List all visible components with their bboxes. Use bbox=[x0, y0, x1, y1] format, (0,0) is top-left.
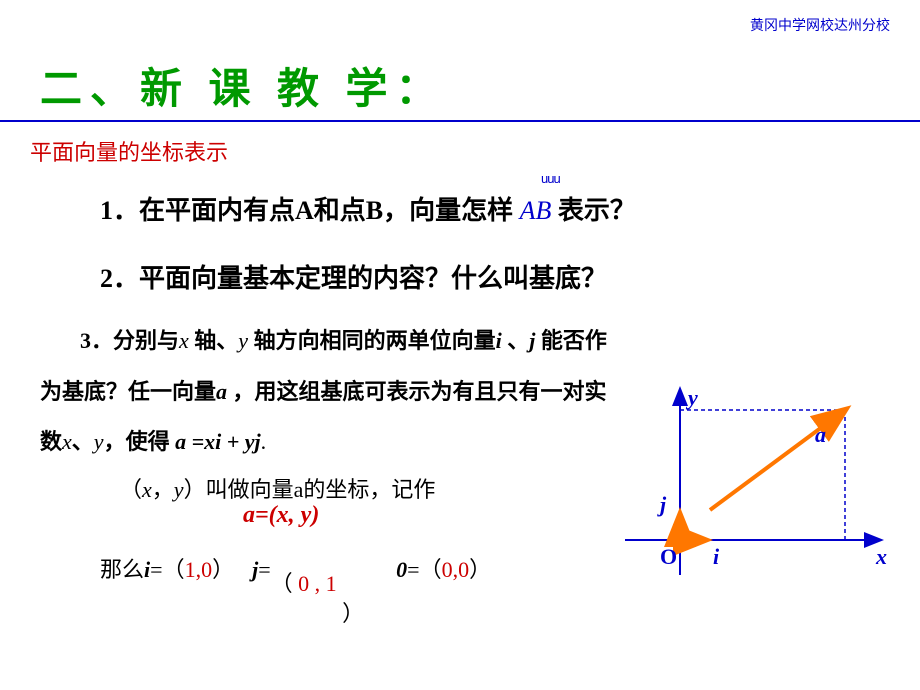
q3-p5: 能否作 bbox=[535, 328, 607, 353]
b-eq1: = bbox=[150, 557, 162, 583]
ct-y: y bbox=[174, 477, 184, 502]
section-title: 二、新 课 教 学： bbox=[40, 55, 446, 116]
svg-text:y: y bbox=[685, 385, 698, 410]
val-z-x: 0 bbox=[442, 557, 453, 583]
q3-x: x bbox=[179, 328, 189, 353]
coordinate-diagram: x y Oi j a bbox=[620, 380, 890, 580]
question-1: 1．在平面内有点A和点B，向量怎样 uuu AB 表示？ bbox=[100, 190, 636, 227]
svg-text:O: O bbox=[660, 544, 677, 569]
svg-text:a: a bbox=[815, 422, 826, 447]
ct-mid: ， bbox=[152, 477, 174, 502]
svg-text:i: i bbox=[713, 544, 720, 569]
b-eq2: = bbox=[258, 557, 270, 583]
title-colon: ： bbox=[396, 67, 446, 113]
val-i-x: 1 bbox=[185, 557, 196, 583]
q3-l3b: 、 bbox=[72, 429, 94, 454]
ct-lp: （ bbox=[120, 477, 142, 502]
coord-formula: a=(x, y) bbox=[243, 502, 319, 529]
q3-y2: y bbox=[94, 429, 104, 454]
val-i-y: 0 bbox=[201, 557, 212, 583]
b-eq3: = bbox=[407, 557, 419, 583]
q3-l3a: 数 bbox=[40, 429, 62, 454]
b-lp1: （ bbox=[163, 552, 185, 584]
subtitle: 平面向量的坐标表示 bbox=[30, 135, 228, 167]
vector-arrow-marks: uuu bbox=[541, 171, 560, 186]
b-c2: , bbox=[315, 571, 326, 596]
q3-p4: 、 bbox=[502, 328, 530, 353]
coord-definition: （x，y）叫做向量a的坐标，记作 bbox=[120, 472, 435, 504]
svg-text:x: x bbox=[875, 544, 887, 569]
q3-l2b: ，用这组基底可表示为有且只有一对实 bbox=[227, 379, 607, 404]
q3-p3: 轴方向相同的两单位向量 bbox=[248, 328, 496, 353]
vector-ab: AB bbox=[520, 196, 552, 225]
q3-p1: 3．分别与 bbox=[80, 328, 179, 353]
b-rp1: ） bbox=[212, 552, 234, 584]
q3-y: y bbox=[238, 328, 248, 353]
q1-post: 表示？ bbox=[558, 196, 636, 225]
q3-l3c: ，使得 bbox=[104, 429, 176, 454]
b-lp3: （ bbox=[420, 552, 442, 584]
header-school: 黄冈中学网校达州分校 bbox=[750, 15, 890, 35]
b-lp2: （ bbox=[271, 571, 293, 596]
q3-l2a: 为基底？任一向量 bbox=[40, 379, 216, 404]
q3-dot: . bbox=[261, 429, 267, 454]
b-zero: 0 bbox=[396, 557, 407, 583]
question-2: 2．平面向量基本定理的内容？什么叫基底？ bbox=[100, 258, 607, 295]
b-rp3: ） bbox=[469, 552, 491, 584]
q1-pre: 1．在平面内有点A和点B，向量怎样 bbox=[100, 196, 520, 225]
title-text: 二、新 课 教 学 bbox=[40, 67, 396, 113]
q3-equation: a =xi + yj bbox=[175, 429, 261, 454]
unit-vector-values: 那么 i = （ 1 , 0 ） j = （ 0 , 1 ） 0 = （ 0 ,… bbox=[100, 552, 491, 584]
b-pre: 那么 bbox=[100, 552, 144, 584]
val-z-y: 0 bbox=[458, 557, 469, 583]
val-j-y: 1 bbox=[326, 571, 337, 596]
title-underline bbox=[0, 120, 920, 122]
q3-x2: x bbox=[62, 429, 72, 454]
q3-p2: 轴、 bbox=[189, 328, 239, 353]
wrap-rp: ） bbox=[342, 596, 364, 628]
ct-x: x bbox=[142, 477, 152, 502]
q3-a: a bbox=[216, 379, 227, 404]
ct-post: ）叫做向量a的坐标，记作 bbox=[184, 477, 436, 502]
val-j-x: 0 bbox=[298, 571, 309, 596]
svg-text:j: j bbox=[657, 492, 667, 517]
